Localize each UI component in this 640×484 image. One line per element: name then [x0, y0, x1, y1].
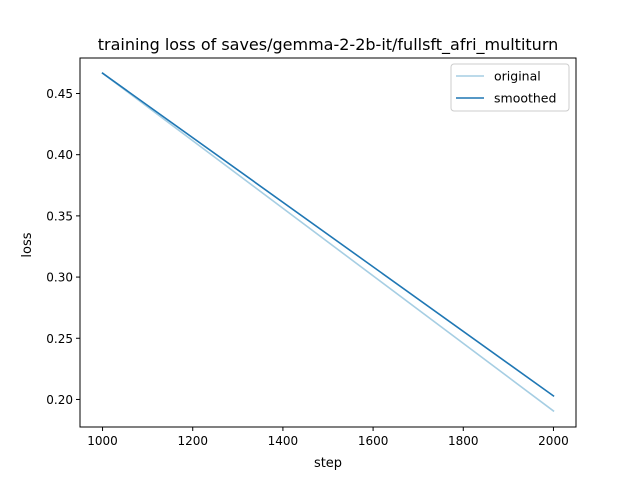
axes-layer: 1000 1200 1400 1600 1800 2000 0.20 0.25 0.30 0.35…: [46, 57, 577, 448]
y-tick-label: 0.45: [46, 87, 73, 101]
axes-frame: [79, 57, 577, 428]
y-tick-label: 0.20: [46, 393, 73, 407]
series-line-original: [101, 72, 555, 413]
y-tick-label: 0.40: [46, 148, 73, 162]
chart-title: training loss of saves/gemma-2-2b-it/ful…: [98, 35, 559, 55]
series-layer: [101, 72, 555, 413]
x-tick-label: 1400: [268, 434, 299, 448]
y-tick-label: 0.35: [46, 209, 73, 223]
x-axis-label: step: [314, 456, 342, 471]
x-tick-label: 1000: [87, 434, 118, 448]
y-tick-label: 0.25: [46, 332, 73, 346]
x-tick-label: 2000: [538, 434, 569, 448]
x-tick-label: 1200: [177, 434, 208, 448]
legend: original smoothed: [450, 63, 570, 112]
legend-label-smoothed: smoothed: [494, 91, 556, 106]
x-tick-label: 1600: [358, 434, 389, 448]
series-line-smoothed: [101, 72, 555, 398]
y-axis-label: loss: [20, 232, 35, 257]
legend-label-original: original: [494, 69, 541, 84]
x-tick-label: 1800: [448, 434, 479, 448]
y-tick-label: 0.30: [46, 271, 73, 285]
